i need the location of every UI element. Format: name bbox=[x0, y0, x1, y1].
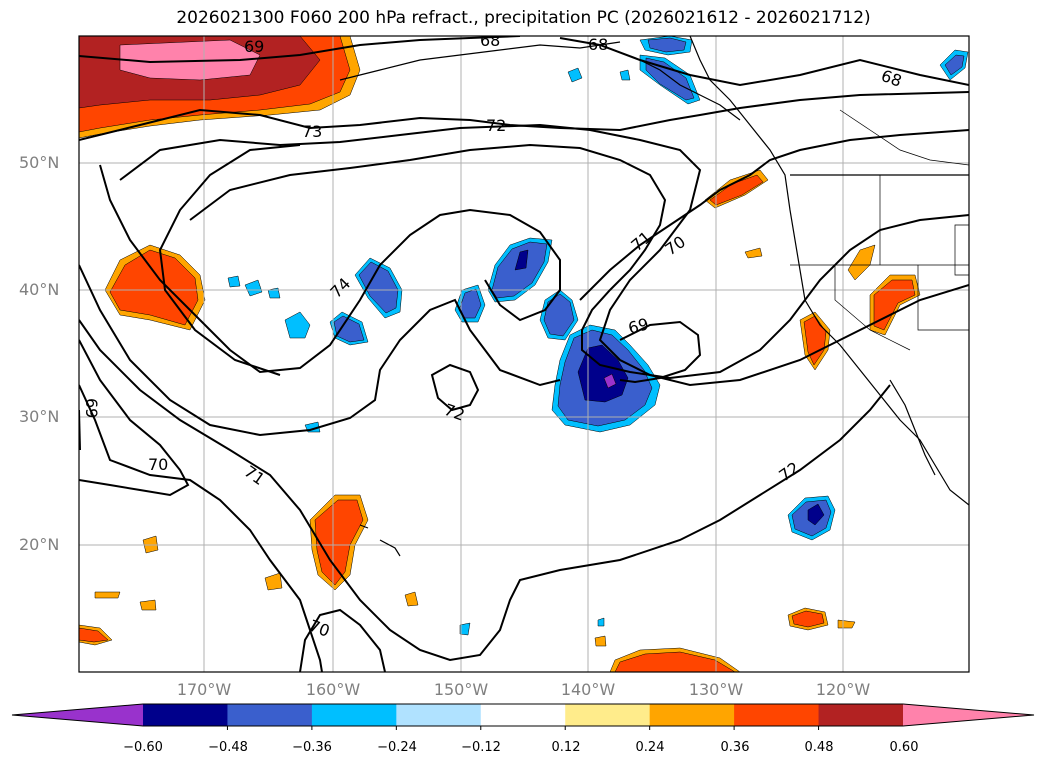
precip-area bbox=[491, 241, 548, 299]
precip-area bbox=[614, 651, 736, 672]
colorbar-extend-high bbox=[903, 704, 1034, 726]
precip-area bbox=[94, 591, 121, 599]
contour-74-inner bbox=[158, 144, 301, 376]
colorbar-segment bbox=[396, 704, 482, 726]
coastline-islands bbox=[639, 59, 741, 121]
colorbar-tick-label: −0.12 bbox=[461, 740, 501, 755]
precip-area bbox=[597, 617, 605, 627]
plot-frame bbox=[78, 35, 970, 673]
precip-area bbox=[594, 635, 607, 647]
contour-labels: 69 68 68 68 73 72 71 70 74 69 72 70 71 7… bbox=[82, 31, 904, 641]
colorbar-segment bbox=[480, 704, 566, 726]
contour-69-north bbox=[79, 37, 471, 64]
lon-label: 170°W bbox=[176, 680, 232, 699]
colorbar-tick-label: 0.60 bbox=[889, 740, 919, 755]
lon-label: 130°W bbox=[688, 680, 744, 699]
colorbar-segment bbox=[818, 704, 904, 726]
precip-area bbox=[314, 499, 364, 586]
precip-area bbox=[847, 244, 876, 281]
contour-71-south bbox=[79, 319, 891, 662]
lon-label: 140°W bbox=[560, 680, 616, 699]
precip-area bbox=[244, 279, 263, 297]
contour-label: 68 bbox=[588, 35, 608, 54]
precip-area bbox=[459, 622, 471, 636]
lat-label: 40°N bbox=[19, 280, 60, 299]
precip-area bbox=[577, 344, 629, 403]
contour-label: 69 bbox=[244, 37, 264, 56]
contour-label: 69 bbox=[82, 398, 101, 418]
precip-area bbox=[567, 67, 583, 83]
coastline-islands bbox=[359, 524, 401, 557]
contour-72-small bbox=[430, 363, 480, 412]
coastline-north-america bbox=[689, 36, 969, 506]
contour-70-far-south bbox=[299, 608, 386, 672]
precip-area bbox=[227, 275, 241, 288]
colorbar-extend-low bbox=[12, 704, 143, 726]
precip-area bbox=[744, 247, 763, 259]
contour-72 bbox=[119, 123, 969, 387]
contour-72-south bbox=[79, 264, 561, 437]
precip-area bbox=[807, 503, 825, 526]
colorbar-tick-label: −0.24 bbox=[377, 740, 417, 755]
precip-area bbox=[944, 54, 965, 76]
map-plot: 69 68 68 68 73 72 71 70 74 69 72 70 71 7… bbox=[79, 31, 969, 672]
lat-label: 30°N bbox=[19, 407, 60, 426]
contour-70-west bbox=[79, 339, 190, 497]
colorbar-tick-label: 0.36 bbox=[720, 740, 750, 755]
coastline-baja bbox=[889, 379, 936, 476]
contour-label: 73 bbox=[302, 122, 322, 141]
colorbar-tick-label: −0.48 bbox=[208, 740, 248, 755]
precip-area bbox=[358, 261, 399, 314]
precip-area bbox=[119, 39, 261, 81]
colorbar-segment bbox=[143, 704, 228, 726]
colorbar-tick-label: 0.48 bbox=[804, 740, 834, 755]
colorbar-outline bbox=[11, 703, 1035, 727]
precip-area bbox=[647, 37, 687, 53]
contour-label: 70 bbox=[148, 455, 168, 474]
contour-label: 68 bbox=[480, 31, 500, 50]
precip-area bbox=[619, 69, 631, 81]
colorbar-segment bbox=[734, 704, 820, 726]
colorbar-segment bbox=[649, 704, 735, 726]
map-title: 2026021300 F060 200 hPa refract., precip… bbox=[176, 8, 871, 28]
refractivity-contours bbox=[79, 36, 969, 672]
contour-74 bbox=[99, 164, 561, 374]
contour-label: 72 bbox=[486, 116, 506, 135]
contour-69-low bbox=[619, 320, 702, 384]
colorbar-tick-label: −0.36 bbox=[292, 740, 332, 755]
precip-area bbox=[284, 311, 311, 339]
contour-label: 69 bbox=[626, 314, 651, 338]
colorbar-tick-label: 0.24 bbox=[635, 740, 665, 755]
coastlines bbox=[339, 36, 969, 557]
precip-area bbox=[603, 373, 617, 389]
precip-area bbox=[837, 619, 856, 629]
precip-area bbox=[139, 599, 157, 611]
contour-71 bbox=[189, 143, 969, 380]
precip-area bbox=[543, 293, 575, 337]
lat-label: 50°N bbox=[19, 153, 60, 172]
contour-68-ne bbox=[559, 37, 969, 87]
lon-label: 120°W bbox=[815, 680, 871, 699]
precip-area bbox=[79, 627, 109, 643]
lon-label: 160°W bbox=[305, 680, 361, 699]
colorbar-tick-label: 0.12 bbox=[551, 740, 581, 755]
contour-73 bbox=[79, 91, 969, 141]
colorbar bbox=[11, 703, 1035, 730]
lat-label: 20°N bbox=[19, 535, 60, 554]
lon-label: 150°W bbox=[433, 680, 489, 699]
colorbar-segment bbox=[565, 704, 651, 726]
precip-area bbox=[514, 249, 529, 271]
colorbar-segment bbox=[311, 704, 397, 726]
coastline-alaska bbox=[339, 41, 621, 81]
precip-area bbox=[264, 572, 283, 591]
state-borders bbox=[790, 109, 969, 351]
colorbar-segment bbox=[227, 704, 313, 726]
contour-70-loop bbox=[579, 129, 969, 301]
colorbar-tick-label: −0.60 bbox=[123, 740, 163, 755]
precip-area bbox=[791, 610, 825, 628]
precip-area bbox=[404, 591, 419, 607]
